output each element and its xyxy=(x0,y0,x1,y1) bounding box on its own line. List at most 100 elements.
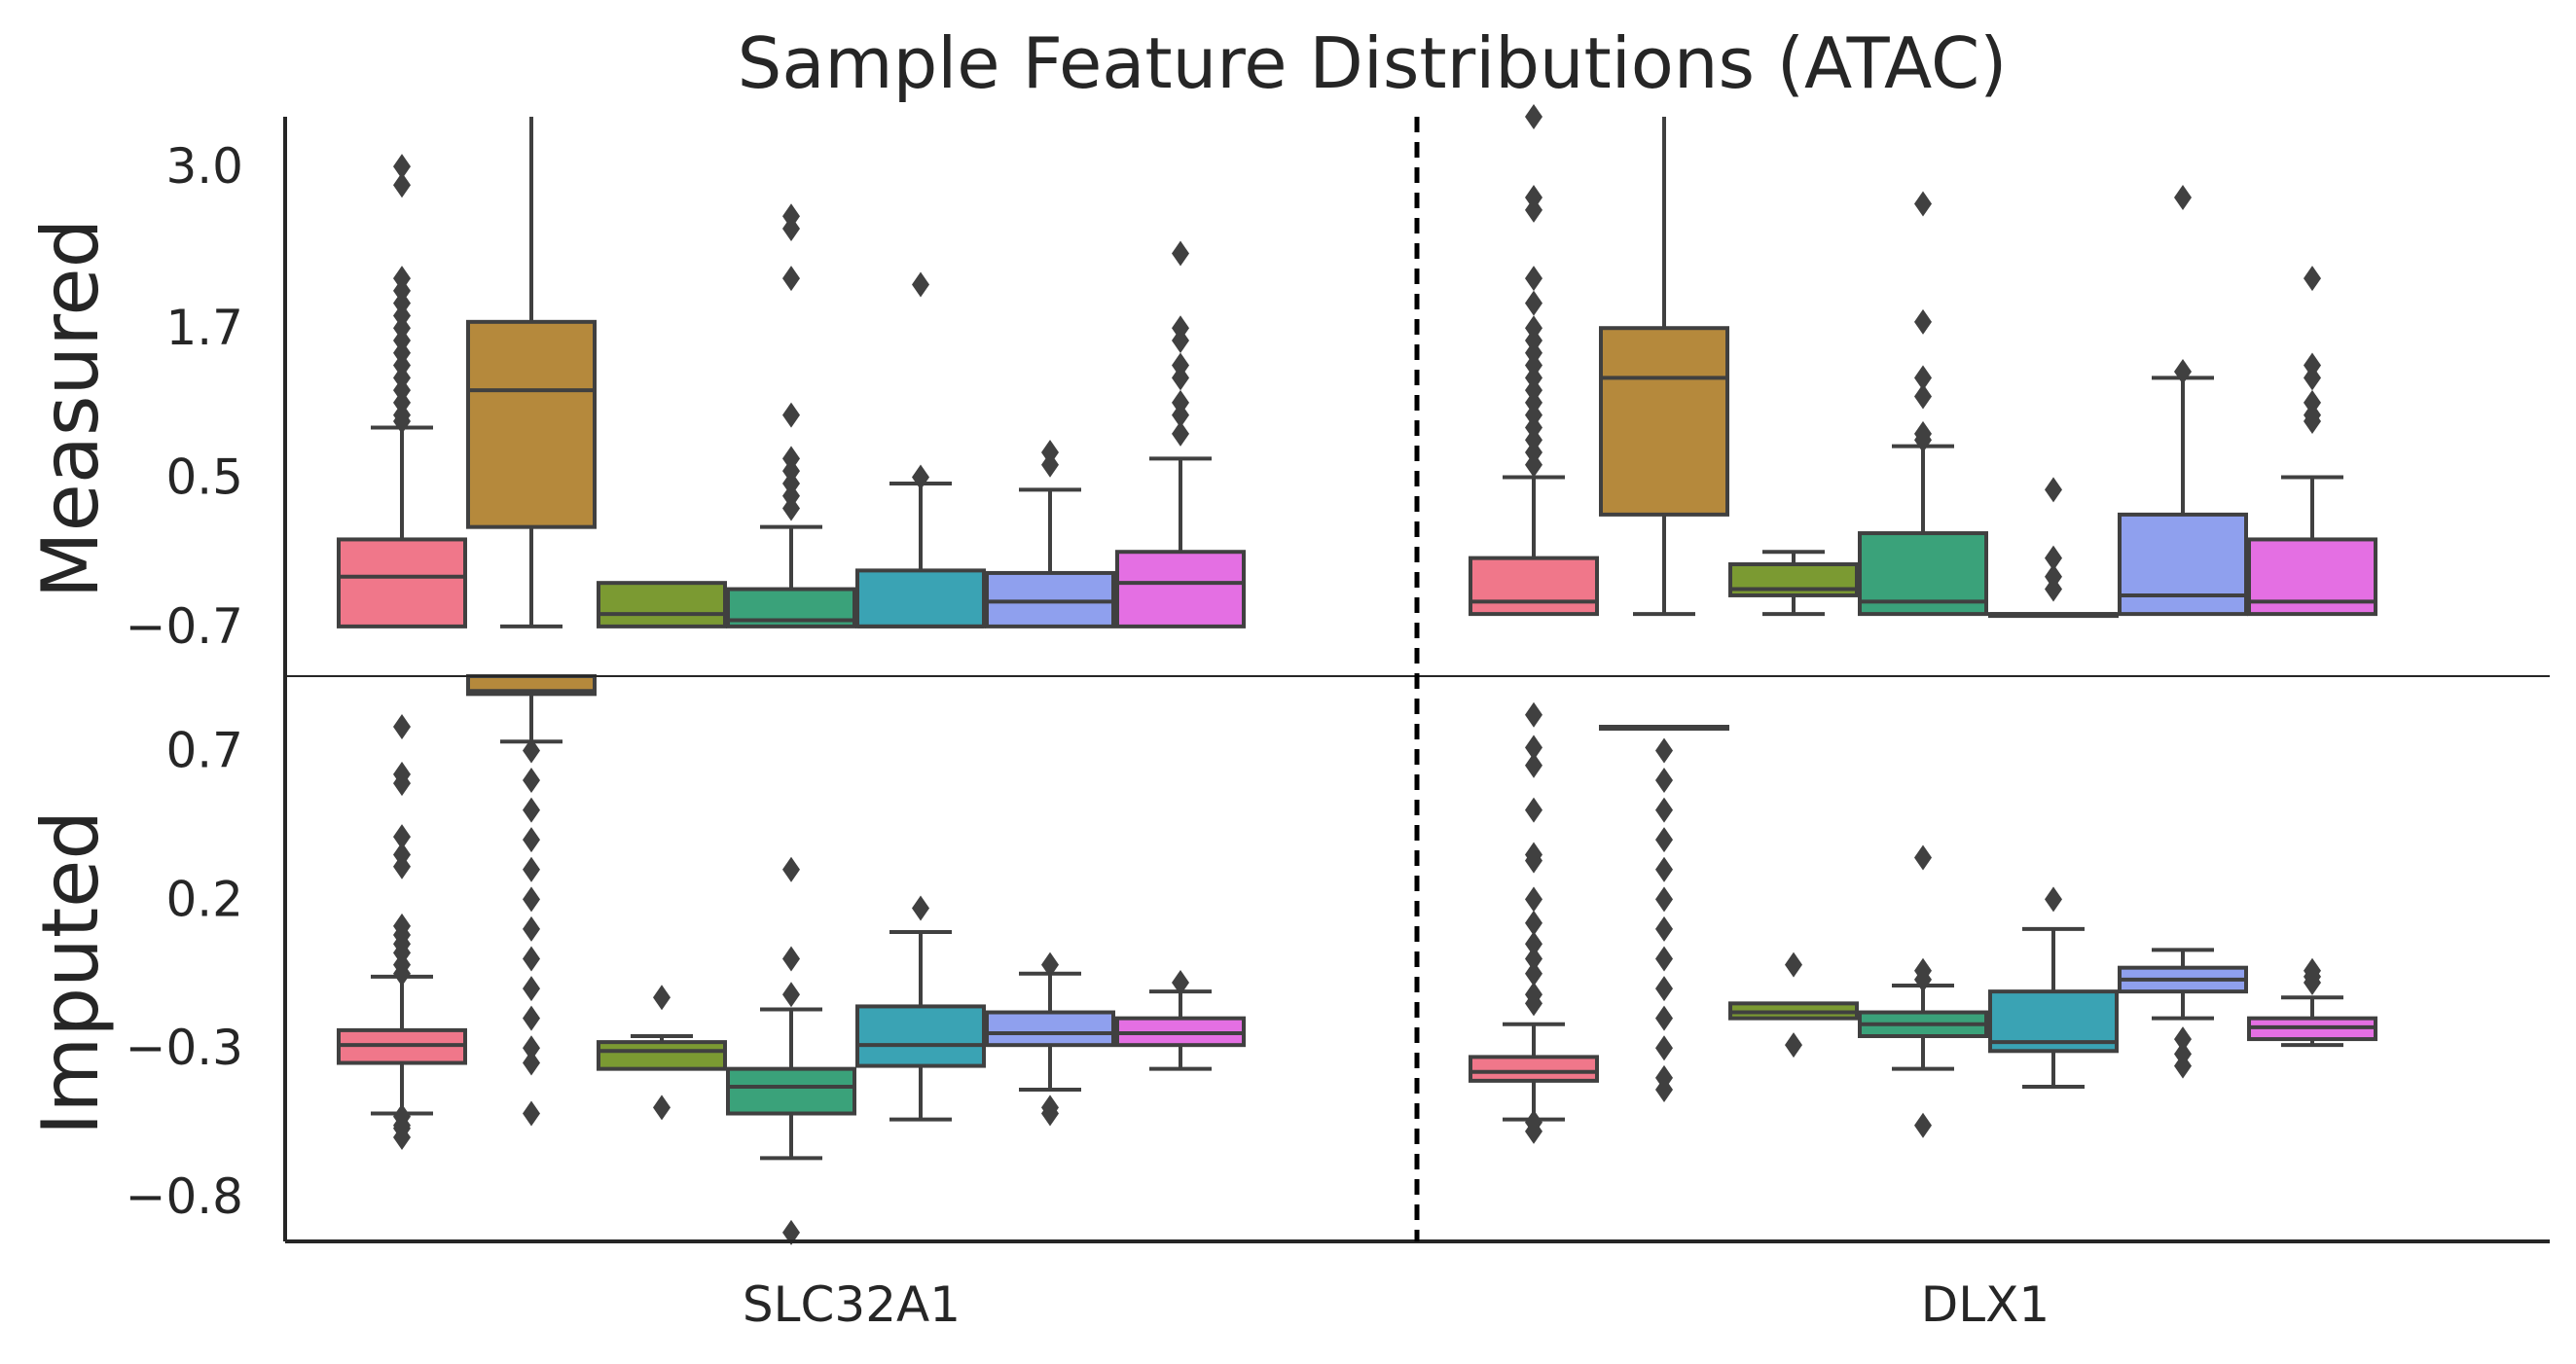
box xyxy=(1469,1055,1599,1083)
box xyxy=(466,319,597,529)
outlier-point xyxy=(2304,969,2321,995)
box xyxy=(1115,550,1246,628)
box xyxy=(337,537,467,628)
outlier-point xyxy=(2045,545,2062,571)
outlier-point xyxy=(782,402,800,428)
outlier-point xyxy=(2174,185,2192,211)
outlier-point xyxy=(653,1095,671,1121)
outlier-point xyxy=(1655,976,1673,1002)
outlier-point xyxy=(2045,576,2062,602)
outlier-point xyxy=(1525,735,1542,761)
outlier-point xyxy=(393,960,411,987)
outlier-point xyxy=(1785,951,1802,978)
outlier-point xyxy=(1655,1077,1673,1103)
row-label-imputed: Imputed xyxy=(25,810,116,1135)
outlier-point xyxy=(1172,365,1189,391)
outlier-point xyxy=(393,853,411,879)
outlier-point xyxy=(1525,1118,1542,1144)
outlier-point xyxy=(2174,358,2192,384)
outlier-point xyxy=(523,976,540,1002)
outlier-point xyxy=(393,172,411,198)
outlier-point xyxy=(1172,402,1189,428)
outlier-point xyxy=(1655,827,1673,853)
outlier-point xyxy=(1525,990,1542,1017)
y-tick-label: −0.8 xyxy=(126,1168,243,1225)
outlier-point xyxy=(782,856,800,882)
outlier-point xyxy=(393,824,411,850)
y-tick-label: 0.5 xyxy=(165,449,243,506)
panel-imputed: 0.7 0.2 −0.3 −0.8 xyxy=(126,674,2377,1245)
outlier-point xyxy=(1785,1032,1802,1059)
outlier-point xyxy=(912,464,929,490)
panel-measured: 3.0 1.7 0.5 −0.7 xyxy=(126,104,2377,655)
outlier-point xyxy=(1914,427,1932,453)
outlier-point xyxy=(1525,931,1542,957)
outlier-point xyxy=(523,768,540,794)
outlier-point xyxy=(782,216,800,241)
outlier-point xyxy=(1914,1112,1932,1138)
outlier-point xyxy=(1655,1035,1673,1061)
outlier-point xyxy=(1914,365,1932,391)
outlier-point xyxy=(523,797,540,823)
outlier-point xyxy=(393,713,411,739)
box xyxy=(855,1004,986,1068)
outlier-point xyxy=(2045,477,2062,503)
outlier-point xyxy=(1914,966,1932,992)
box xyxy=(985,1010,1115,1048)
outlier-point xyxy=(523,856,540,882)
outlier-point xyxy=(2174,1026,2192,1053)
outlier-point xyxy=(1525,910,1542,936)
outlier-point xyxy=(1041,451,1059,478)
outlier-point xyxy=(523,827,540,853)
outlier-point xyxy=(1525,886,1542,913)
outlier-point xyxy=(1655,856,1673,882)
outlier-point xyxy=(1655,1005,1673,1031)
outlier-point xyxy=(393,154,411,180)
outlier-point xyxy=(782,495,800,521)
outlier-point xyxy=(2304,409,2321,435)
outlier-point xyxy=(1525,946,1542,972)
outlier-point xyxy=(1655,797,1673,823)
outlier-point xyxy=(912,895,929,921)
outlier-point xyxy=(1655,946,1673,972)
outlier-point xyxy=(1525,104,1542,129)
outlier-point xyxy=(2304,266,2321,292)
y-tick-label: −0.7 xyxy=(126,598,243,655)
outlier-point xyxy=(1914,844,1932,871)
outlier-point xyxy=(1525,197,1542,223)
outlier-point xyxy=(393,1124,411,1150)
outlier-point xyxy=(523,1100,540,1127)
outlier-point xyxy=(523,915,540,942)
outlier-point xyxy=(653,985,671,1011)
outlier-point xyxy=(782,946,800,972)
outlier-point xyxy=(523,1050,540,1076)
outlier-point xyxy=(1041,951,1059,978)
outlier-point xyxy=(1914,191,1932,217)
outlier-point xyxy=(1525,847,1542,874)
row-label-measured: Measured xyxy=(25,219,116,599)
outlier-point xyxy=(1525,752,1542,778)
outlier-point xyxy=(782,266,800,292)
box xyxy=(597,1040,727,1071)
outlier-point xyxy=(523,946,540,972)
outlier-point xyxy=(1525,290,1542,316)
outlier-point xyxy=(1172,969,1189,995)
outlier-point xyxy=(2045,886,2062,913)
category-label-dlx1: DLX1 xyxy=(1921,1276,2050,1333)
outlier-point xyxy=(1172,420,1189,447)
y-tick-label: −0.3 xyxy=(126,1020,243,1076)
outlier-point xyxy=(523,737,540,764)
box xyxy=(855,568,986,628)
outlier-point xyxy=(1914,308,1932,335)
box xyxy=(1599,326,1729,517)
outlier-point xyxy=(1525,797,1542,823)
y-tick-label: 3.0 xyxy=(165,138,243,195)
category-label-slc32a1: SLC32A1 xyxy=(743,1276,961,1333)
outlier-point xyxy=(1655,886,1673,913)
outlier-point xyxy=(1655,737,1673,764)
outlier-point xyxy=(2174,1053,2192,1079)
outlier-point xyxy=(523,1005,540,1031)
box xyxy=(2118,512,2248,617)
chart-title: Sample Feature Distributions (ATAC) xyxy=(738,22,2008,104)
